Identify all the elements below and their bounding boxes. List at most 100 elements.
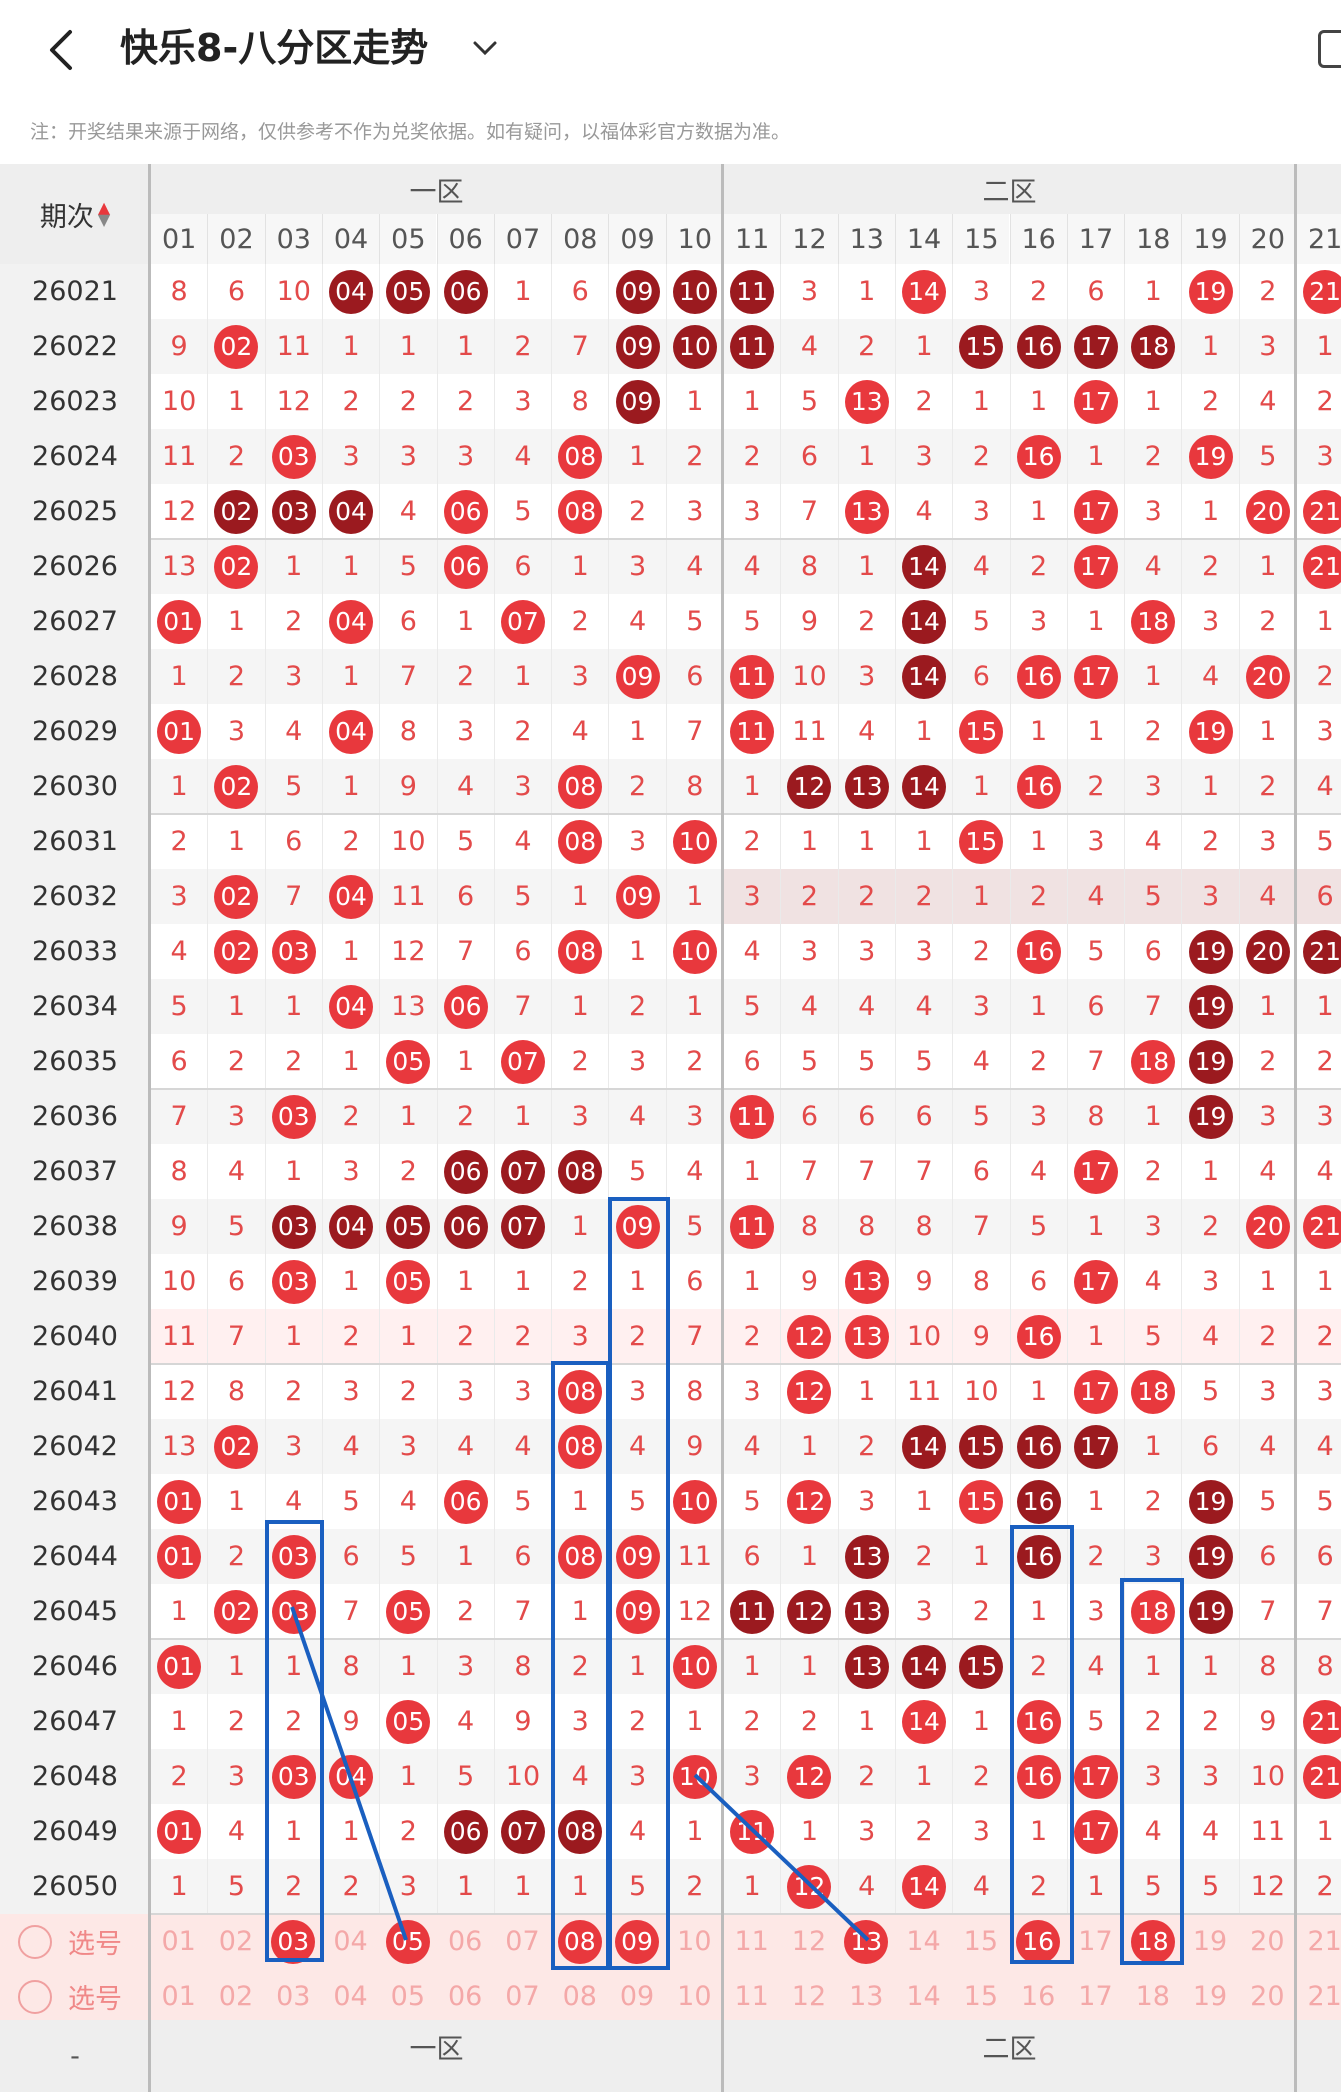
- number-cell[interactable]: 1: [952, 1694, 1009, 1749]
- number-cell[interactable]: 08: [551, 814, 608, 869]
- number-cell[interactable]: 7: [665, 704, 723, 759]
- number-cell[interactable]: 3: [436, 429, 494, 484]
- number-cell[interactable]: 12: [780, 759, 837, 814]
- number-cell[interactable]: 3: [551, 1309, 608, 1364]
- drawn-ball[interactable]: 02: [214, 1589, 259, 1634]
- number-cell[interactable]: 01: [150, 704, 207, 759]
- number-cell[interactable]: 2: [608, 979, 665, 1034]
- number-cell[interactable]: 5: [436, 814, 494, 869]
- number-cell[interactable]: 16: [1009, 924, 1067, 979]
- number-cell[interactable]: 5: [207, 1199, 264, 1254]
- number-cell[interactable]: 1: [1009, 1364, 1067, 1419]
- number-cell[interactable]: 16: [1009, 1474, 1067, 1529]
- number-cell[interactable]: 2: [321, 374, 379, 429]
- drawn-ball[interactable]: 16: [1016, 654, 1061, 699]
- number-cell[interactable]: 03: [264, 1529, 322, 1584]
- number-cell[interactable]: 05: [379, 1254, 436, 1309]
- number-cell[interactable]: 11: [723, 704, 780, 759]
- number-cell[interactable]: 11: [780, 704, 837, 759]
- period-header[interactable]: 期次 ▲ ▼: [0, 164, 150, 264]
- number-cell[interactable]: 1: [665, 374, 723, 429]
- number-cell[interactable]: 2: [1238, 759, 1296, 814]
- number-cell[interactable]: 14: [894, 1639, 952, 1694]
- number-cell[interactable]: 06: [436, 264, 494, 319]
- number-cell[interactable]: 08: [551, 484, 608, 539]
- number-cell[interactable]: 4: [1238, 869, 1296, 924]
- drawn-ball[interactable]: 10: [672, 1479, 717, 1524]
- number-cell[interactable]: 4: [493, 429, 551, 484]
- number-cell[interactable]: 04: [321, 869, 379, 924]
- number-cell[interactable]: 08: [551, 1804, 608, 1859]
- number-cell[interactable]: 3: [207, 1089, 264, 1144]
- number-cell[interactable]: 05: [379, 264, 436, 319]
- number-cell[interactable]: 9: [780, 1254, 837, 1309]
- number-cell[interactable]: 2: [207, 1694, 264, 1749]
- number-cell[interactable]: 7: [493, 1584, 551, 1639]
- number-cell[interactable]: 3: [436, 704, 494, 759]
- number-cell[interactable]: 01: [150, 1804, 207, 1859]
- number-cell[interactable]: 11: [723, 1199, 780, 1254]
- number-cell[interactable]: 4: [1066, 1639, 1124, 1694]
- number-cell[interactable]: 7: [780, 484, 837, 539]
- number-cell[interactable]: 2: [1238, 1034, 1296, 1089]
- drawn-ball[interactable]: 21: [1303, 1204, 1341, 1249]
- drawn-ball[interactable]: 03: [271, 1754, 316, 1799]
- drawn-ball[interactable]: 01: [157, 599, 202, 644]
- drawn-ball[interactable]: 14: [902, 1424, 947, 1469]
- selection-cell[interactable]: 13: [838, 1914, 895, 1969]
- number-cell[interactable]: 5: [493, 869, 551, 924]
- number-cell[interactable]: 4: [952, 539, 1009, 594]
- number-cell[interactable]: 5: [952, 594, 1009, 649]
- drawn-ball[interactable]: 11: [730, 1094, 775, 1139]
- drawn-ball[interactable]: 16: [1016, 929, 1061, 974]
- drawn-ball[interactable]: 13: [844, 1644, 889, 1689]
- number-cell[interactable]: 5: [780, 1034, 837, 1089]
- number-cell[interactable]: 2: [1238, 1309, 1296, 1364]
- number-cell[interactable]: 17: [1066, 1144, 1124, 1199]
- number-cell[interactable]: 1: [837, 1364, 895, 1419]
- number-cell[interactable]: 3: [321, 1364, 379, 1419]
- drawn-ball[interactable]: 06: [443, 984, 488, 1029]
- number-cell[interactable]: 2: [665, 429, 723, 484]
- number-cell[interactable]: 3: [608, 1034, 665, 1089]
- number-cell[interactable]: 1: [1066, 1474, 1124, 1529]
- number-cell[interactable]: 1: [780, 1639, 837, 1694]
- number-cell[interactable]: 1: [436, 1254, 494, 1309]
- number-cell[interactable]: 2: [264, 1364, 322, 1419]
- number-cell[interactable]: 2: [321, 1309, 379, 1364]
- number-cell[interactable]: 2: [493, 704, 551, 759]
- drawn-ball[interactable]: 01: [157, 709, 202, 754]
- selection-cell[interactable]: 11: [734, 1926, 769, 1957]
- selection-cell[interactable]: 16: [1010, 1914, 1067, 1969]
- sort-icon[interactable]: ▲ ▼: [97, 198, 111, 229]
- number-cell[interactable]: 10: [665, 319, 723, 374]
- number-cell[interactable]: 1: [436, 319, 494, 374]
- number-cell[interactable]: 2: [207, 1034, 264, 1089]
- drawn-ball[interactable]: 19: [1188, 1534, 1233, 1579]
- number-cell[interactable]: 6: [1181, 1419, 1238, 1474]
- number-cell[interactable]: 1: [207, 1639, 264, 1694]
- number-cell[interactable]: 1: [1124, 264, 1181, 319]
- drawn-ball[interactable]: 14: [902, 269, 947, 314]
- drawn-ball[interactable]: 11: [730, 1589, 775, 1634]
- number-cell[interactable]: 07: [493, 1034, 551, 1089]
- number-cell[interactable]: 3: [493, 1364, 551, 1419]
- number-cell[interactable]: 19: [1181, 429, 1238, 484]
- radio-icon[interactable]: [18, 1924, 52, 1959]
- number-cell[interactable]: 2: [436, 1309, 494, 1364]
- number-cell[interactable]: 1: [1009, 374, 1067, 429]
- drawn-ball[interactable]: 01: [157, 1644, 202, 1689]
- number-cell[interactable]: 16: [1009, 1749, 1067, 1804]
- number-cell[interactable]: 08: [551, 924, 608, 979]
- number-cell[interactable]: 06: [436, 1144, 494, 1199]
- number-cell[interactable]: 3: [837, 1804, 895, 1859]
- drawn-ball[interactable]: 17: [1073, 1149, 1118, 1194]
- number-cell[interactable]: 1: [1066, 429, 1124, 484]
- number-cell[interactable]: 1: [1124, 1089, 1181, 1144]
- number-cell[interactable]: 2: [1009, 264, 1067, 319]
- number-cell[interactable]: 3: [551, 649, 608, 704]
- drawn-ball[interactable]: 08: [558, 1369, 603, 1414]
- number-cell[interactable]: 3: [952, 484, 1009, 539]
- drawn-ball[interactable]: 07: [500, 599, 545, 644]
- number-cell[interactable]: 4: [608, 594, 665, 649]
